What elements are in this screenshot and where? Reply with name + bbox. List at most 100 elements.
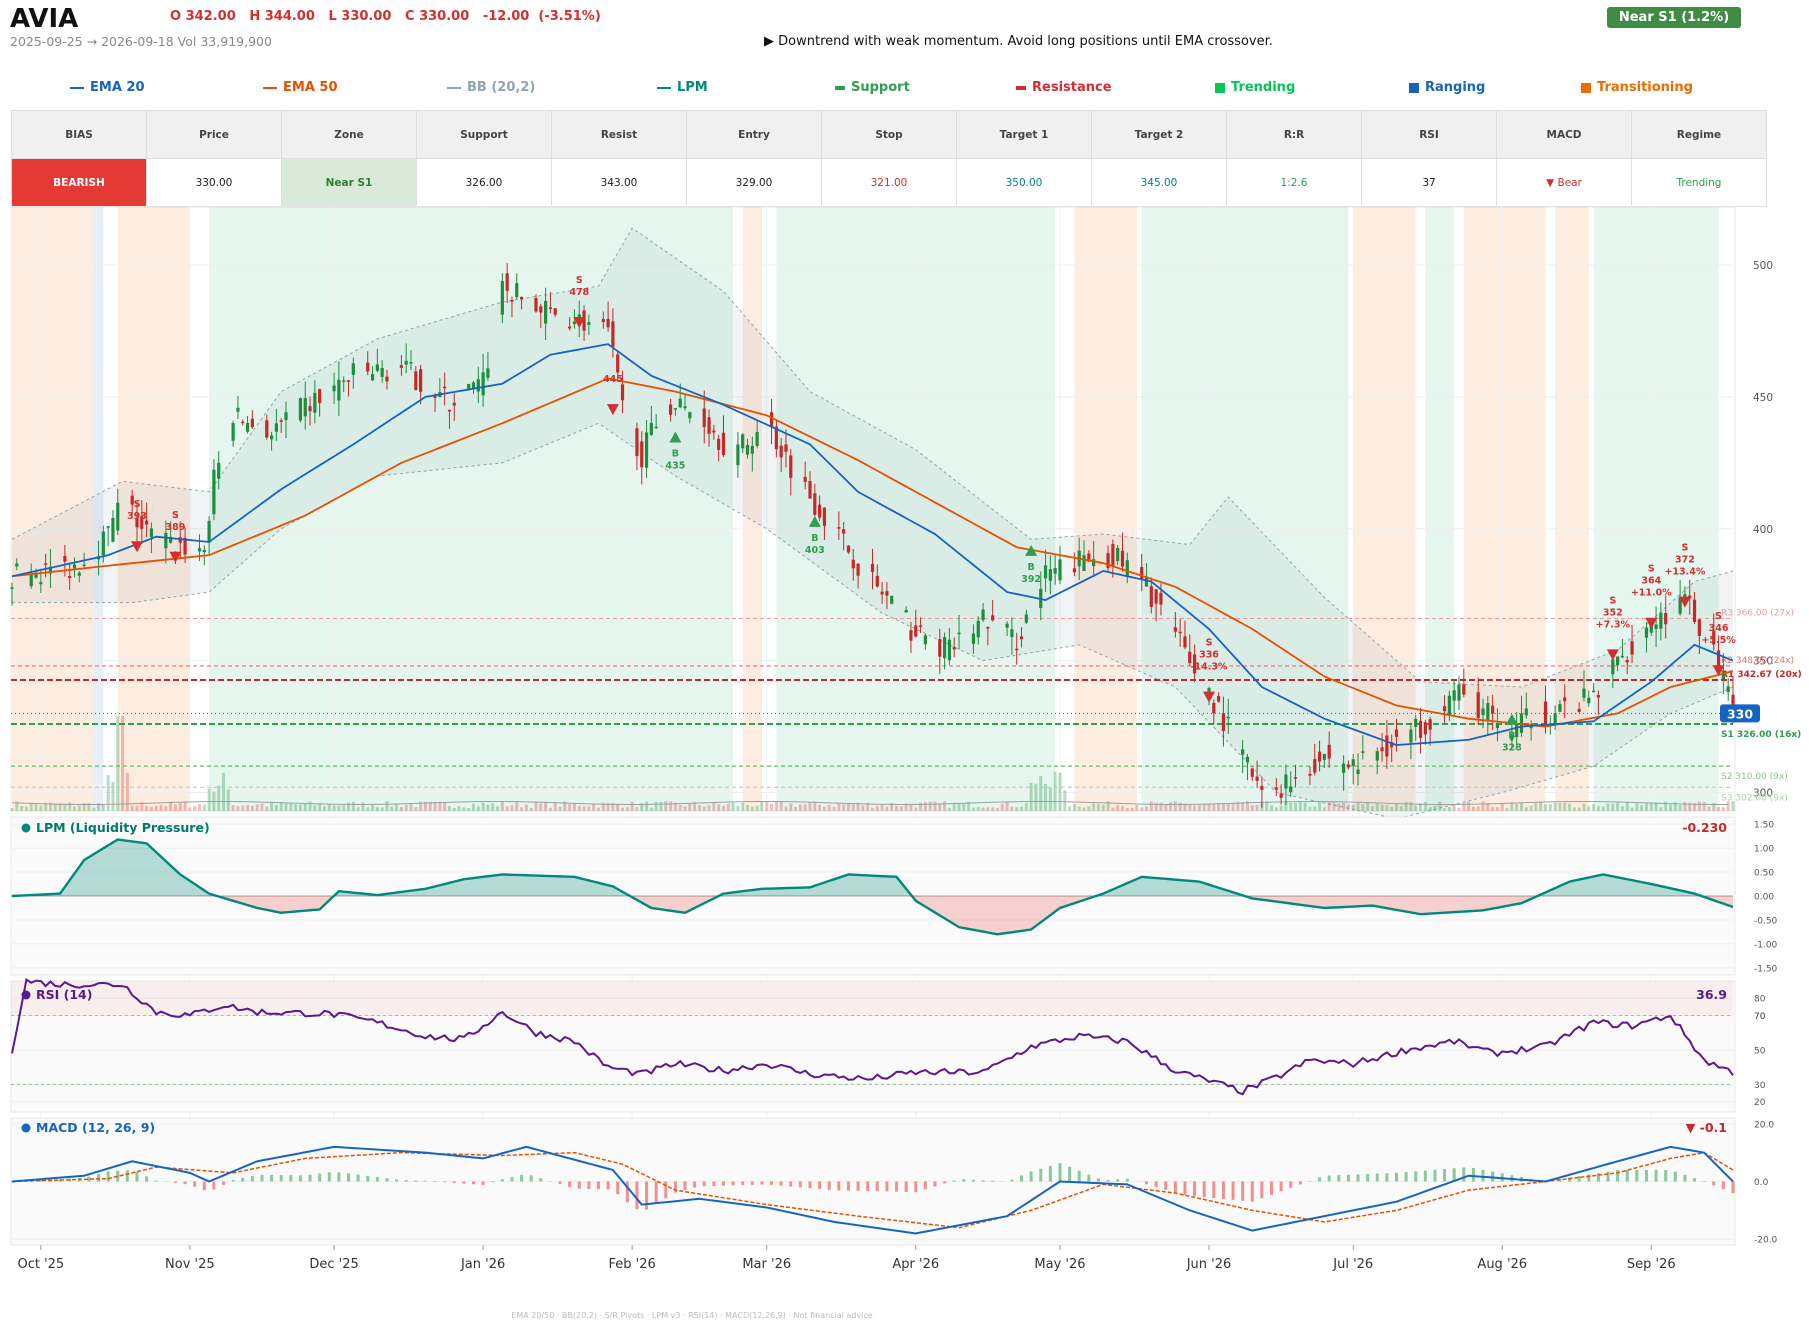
volume-bar — [1265, 801, 1269, 811]
macd-histogram-bar — [904, 1181, 908, 1192]
legend-label: EMA 50 — [283, 80, 338, 95]
volume-bar — [1077, 806, 1081, 811]
volume-bar — [1169, 802, 1173, 811]
volume-bar — [510, 805, 514, 811]
macd-histogram-bar — [1635, 1169, 1639, 1182]
macd-histogram-bar — [1606, 1171, 1610, 1182]
volume-bar — [875, 805, 879, 811]
volume-bar — [548, 807, 552, 811]
volume-bar — [1274, 807, 1278, 811]
volume-bar — [111, 781, 115, 811]
candle-body — [409, 362, 413, 364]
volume-bar — [1385, 805, 1389, 811]
candle-body — [510, 300, 514, 302]
volume-bar — [1664, 801, 1668, 811]
volume-bar — [20, 805, 24, 811]
macd-histogram-bar — [500, 1179, 504, 1182]
macd-histogram-bar — [173, 1181, 177, 1183]
candle-body — [822, 507, 827, 526]
macd-histogram-bar — [1654, 1169, 1658, 1182]
legend-item-ema50[interactable]: EMA 50 — [263, 80, 338, 95]
sr-level-label: S3 302.00 (9x) — [1721, 793, 1788, 803]
volume-bar — [544, 801, 548, 811]
volume-bar — [265, 806, 269, 811]
volume-bar — [433, 801, 437, 811]
volume-bar — [1693, 802, 1697, 811]
legend-item-ema20[interactable]: EMA 20 — [70, 80, 145, 95]
volume-bar — [1082, 807, 1086, 811]
volume-bar — [1601, 806, 1605, 811]
candle-body — [183, 537, 187, 555]
volume-bar — [15, 801, 19, 811]
legend-label: Trending — [1231, 80, 1296, 95]
volume-bar — [63, 803, 67, 811]
legend-item-bb[interactable]: BB (20,2) — [447, 80, 535, 95]
legend-item-ranging[interactable]: Ranging — [1409, 80, 1485, 95]
candle-body — [63, 555, 67, 562]
macd-histogram-bar — [1308, 1180, 1312, 1182]
candle-body — [1351, 759, 1355, 767]
volume-bar — [649, 807, 653, 811]
volume-bar — [121, 716, 125, 811]
volume-bar — [443, 802, 447, 811]
sell-signal-label: -14.3% — [1191, 662, 1228, 673]
volume-bar — [851, 804, 855, 811]
macd-histogram-bar — [462, 1181, 466, 1184]
macd-histogram-bar — [1106, 1180, 1110, 1182]
macd-histogram-bar — [721, 1181, 725, 1186]
volume-bar — [1548, 803, 1552, 811]
legend-item-support[interactable]: Support — [835, 80, 910, 95]
sell-signal-marker — [1712, 665, 1725, 677]
price-tick-label: 300 — [1753, 788, 1773, 800]
legend-item-lpm[interactable]: LPM — [657, 80, 708, 95]
macd-histogram-bar — [1221, 1181, 1225, 1199]
macd-histogram-bar — [760, 1181, 764, 1185]
rr-cell: 1:2.6 — [1226, 158, 1362, 207]
macd-histogram-bar — [827, 1181, 831, 1190]
volume-bar — [707, 805, 711, 811]
candle-body — [1308, 773, 1312, 776]
candle-body — [548, 307, 553, 309]
macd-histogram-bar — [433, 1181, 437, 1182]
candle-body — [1428, 719, 1432, 730]
volume-bar — [1193, 805, 1197, 811]
macd-histogram-bar — [693, 1181, 697, 1188]
candle-body — [303, 398, 307, 417]
legend-label: Transitioning — [1597, 80, 1693, 95]
candle-body — [1274, 787, 1278, 790]
volume-bar — [375, 806, 379, 811]
legend-item-resistance[interactable]: Resistance — [1016, 80, 1112, 95]
macd-histogram-bar — [1443, 1168, 1447, 1182]
candle-body — [1053, 568, 1057, 574]
macd-histogram-bar — [1173, 1181, 1177, 1193]
macd-histogram-bar — [962, 1179, 966, 1182]
volume-bar — [976, 807, 980, 811]
volume-bar — [1279, 805, 1283, 811]
macd-histogram-bar — [1183, 1181, 1187, 1195]
macd-histogram-bar — [1193, 1181, 1197, 1197]
macd-histogram-bar — [577, 1181, 581, 1189]
volume-bar — [1447, 807, 1451, 811]
macd-title-dot — [21, 1123, 31, 1133]
volume-bar — [135, 805, 139, 811]
volume-bar — [217, 785, 221, 811]
volume-bar — [592, 804, 596, 811]
volume-bar — [1630, 807, 1634, 811]
volume-bar — [467, 807, 471, 811]
legend-item-trending[interactable]: Trending — [1215, 80, 1295, 95]
legend-item-transitioning[interactable]: Transitioning — [1581, 80, 1693, 95]
macd-histogram-bar — [808, 1181, 812, 1189]
volume-bar — [1534, 802, 1538, 811]
volume-bar — [909, 804, 913, 811]
volume-bar — [947, 807, 951, 811]
sr-level-label: R1 342.67 (20x) — [1721, 670, 1802, 680]
volume-bar — [82, 803, 86, 811]
volume-bar — [380, 807, 384, 811]
volume-bar — [1582, 803, 1586, 811]
macd-histogram-bar — [991, 1180, 995, 1182]
price-tick-label: 500 — [1753, 260, 1773, 272]
resist-cell: 343.00 — [551, 158, 687, 207]
candle-body — [1226, 716, 1230, 719]
macd-histogram-bar — [1096, 1178, 1100, 1182]
volume-bar — [1462, 803, 1466, 811]
